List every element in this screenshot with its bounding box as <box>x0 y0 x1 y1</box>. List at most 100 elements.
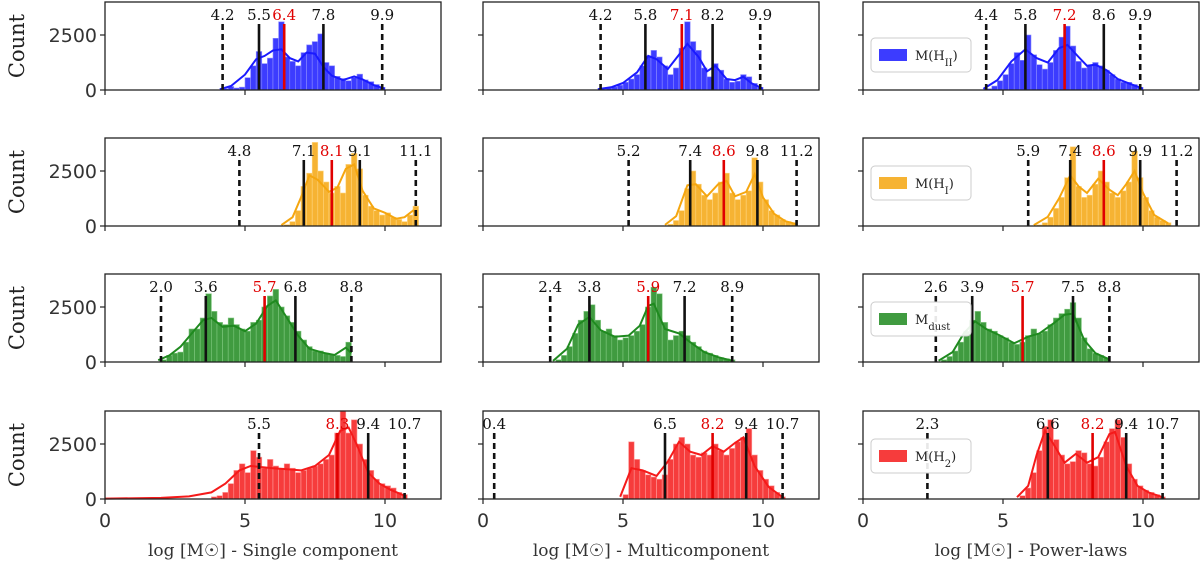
histogram-bar <box>272 37 279 91</box>
median-label: 5.7 <box>253 278 277 296</box>
kde-curve <box>280 162 417 226</box>
percentile-label: 6.6 <box>1036 415 1060 433</box>
histogram-bar <box>1047 324 1054 363</box>
percentile-label: 6.8 <box>283 278 307 296</box>
histogram-bar <box>695 456 702 500</box>
legend: M(HI) <box>870 165 972 201</box>
histogram-bar <box>633 74 641 91</box>
axes-frame <box>862 1 1200 91</box>
x-tick-label: 5 <box>617 510 629 532</box>
histogram-bar <box>267 57 274 91</box>
histogram-bar <box>295 210 302 227</box>
histogram-bar <box>1036 64 1043 91</box>
median-label: 5.9 <box>636 278 660 296</box>
percentile-label: 9.9 <box>748 6 772 24</box>
percentile-label: 8.2 <box>701 6 725 24</box>
axes-frame <box>104 273 442 363</box>
legend-box <box>870 165 972 201</box>
legend-label: M(H2) <box>915 450 956 470</box>
median-label: 8.6 <box>712 142 736 160</box>
histogram-bar <box>1041 330 1049 363</box>
histogram-bar <box>250 450 257 500</box>
histogram-bar <box>255 319 263 363</box>
histogram-bar <box>673 220 680 227</box>
histogram-bar <box>171 352 179 363</box>
median-label: 7.1 <box>670 6 694 24</box>
histogram-bar <box>356 73 363 91</box>
histogram-bar <box>239 328 246 363</box>
histogram-bar <box>311 465 319 500</box>
histogram-bar <box>706 199 713 227</box>
histogram-bar <box>622 337 629 363</box>
axes-frame <box>862 410 1200 500</box>
histogram-bar <box>244 77 251 91</box>
panel-r1-c3: 4.4 5.8 7.2 8.6 9.9 M(HII) <box>858 1 1200 95</box>
histogram-bar <box>1030 472 1037 500</box>
percentile-label: 10.7 <box>388 415 421 433</box>
histogram-bar <box>367 205 375 227</box>
histogram-bar <box>1109 192 1116 227</box>
histogram-bar <box>351 77 358 91</box>
kde-curve <box>104 426 405 500</box>
histogram-bar <box>712 192 719 227</box>
histogram-bar <box>997 80 1004 91</box>
y-axis-label: Count <box>5 13 29 78</box>
histogram-bar <box>373 210 380 227</box>
legend-swatch <box>879 313 907 325</box>
histogram-bar <box>678 210 685 227</box>
histogram-bar <box>1097 456 1105 500</box>
histogram-bar <box>328 454 335 500</box>
kde-curve <box>982 43 1144 90</box>
x-tick-label: 5 <box>239 510 251 532</box>
axes-frame <box>862 137 1200 227</box>
kde-curve <box>157 299 353 362</box>
x-tick-label: 10 <box>373 510 397 532</box>
histogram-bar <box>1120 190 1127 227</box>
y-axis-label: Count <box>5 285 29 350</box>
y-tick-label: 0 <box>85 489 97 511</box>
histogram-bar <box>311 41 319 91</box>
legend: M(H2) <box>870 438 972 474</box>
y-tick-label: 2500 <box>49 25 97 47</box>
histogram-bar <box>1047 216 1054 227</box>
histogram-bar <box>1025 487 1032 500</box>
x-tick-label: 0 <box>477 510 489 532</box>
histogram-bar <box>645 474 652 500</box>
panel-r3-c3: 2.6 3.9 5.7 7.5 8.8 Mdust <box>858 273 1200 367</box>
legend-swatch <box>879 177 907 189</box>
histogram-bar <box>323 459 330 500</box>
histogram-bar <box>701 194 708 227</box>
median-label: 8.6 <box>1092 142 1116 160</box>
histogram-bar <box>1064 308 1071 363</box>
histogram-bar <box>339 356 347 363</box>
axes-frame <box>482 1 820 91</box>
histogram-bar <box>1131 150 1138 227</box>
histogram-bar <box>1002 337 1009 363</box>
percentile-label: 9.8 <box>745 142 769 160</box>
histogram-bar <box>317 463 324 500</box>
percentile-label: 9.9 <box>1128 142 1152 160</box>
histogram-bar <box>1075 61 1082 91</box>
median-label: 8.2 <box>1081 415 1105 433</box>
y-tick-label: 0 <box>85 216 97 238</box>
kde-curve <box>664 171 797 226</box>
y-tick-label: 2500 <box>49 161 97 183</box>
histogram-bar <box>183 341 190 363</box>
histogram-bar <box>1002 74 1009 91</box>
histogram-bar <box>729 192 736 227</box>
histogram-bar <box>295 65 302 91</box>
median-label: 6.4 <box>272 6 296 24</box>
legend-box <box>870 301 972 337</box>
histogram-bar <box>306 467 313 500</box>
percentile-label: 9.4 <box>1114 415 1138 433</box>
median-label: 5.7 <box>1011 278 1035 296</box>
histogram-bar <box>952 350 959 363</box>
histogram-bar <box>667 339 674 363</box>
percentile-label: 9.9 <box>1128 6 1152 24</box>
histogram-bar <box>194 328 201 363</box>
histogram-bar <box>997 335 1004 363</box>
percentile-label: 10.7 <box>766 415 799 433</box>
histogram-bar <box>1036 333 1043 363</box>
median-label: 8.1 <box>320 142 344 160</box>
histogram-bar <box>1120 82 1127 91</box>
